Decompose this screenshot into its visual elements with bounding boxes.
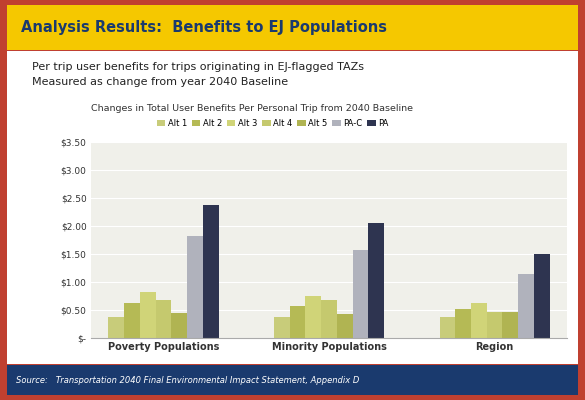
Bar <box>353 250 369 338</box>
Bar <box>534 254 550 338</box>
Text: Per trip user benefits for trips originating in EJ-flagged TAZs: Per trip user benefits for trips origina… <box>32 62 364 72</box>
Bar <box>124 303 140 338</box>
Legend: Alt 1, Alt 2, Alt 3, Alt 4, Alt 5, PA-C, PA: Alt 1, Alt 2, Alt 3, Alt 4, Alt 5, PA-C,… <box>157 119 388 128</box>
Bar <box>171 313 187 338</box>
Text: Source:   Transportation 2040 Final Environmental Impact Statement, Appendix D: Source: Transportation 2040 Final Enviro… <box>16 376 359 385</box>
Bar <box>305 296 321 338</box>
Bar <box>471 303 487 338</box>
Bar <box>518 274 534 338</box>
Bar <box>439 317 455 338</box>
Bar <box>455 310 471 338</box>
Bar <box>274 317 290 338</box>
Text: Analysis Results:  Benefits to EJ Populations: Analysis Results: Benefits to EJ Populat… <box>21 20 387 35</box>
Bar <box>140 292 156 338</box>
Bar <box>187 236 203 338</box>
Bar <box>321 300 337 338</box>
Bar <box>487 312 503 338</box>
Bar <box>203 205 219 338</box>
Text: Measured as change from year 2040 Baseline: Measured as change from year 2040 Baseli… <box>32 77 288 87</box>
Bar <box>503 312 518 338</box>
Bar <box>108 317 124 338</box>
Bar <box>369 223 384 338</box>
Bar <box>290 306 305 338</box>
Bar <box>156 300 171 338</box>
Bar <box>337 314 353 338</box>
Text: Changes in Total User Benefits Per Personal Trip from 2040 Baseline: Changes in Total User Benefits Per Perso… <box>91 104 412 114</box>
